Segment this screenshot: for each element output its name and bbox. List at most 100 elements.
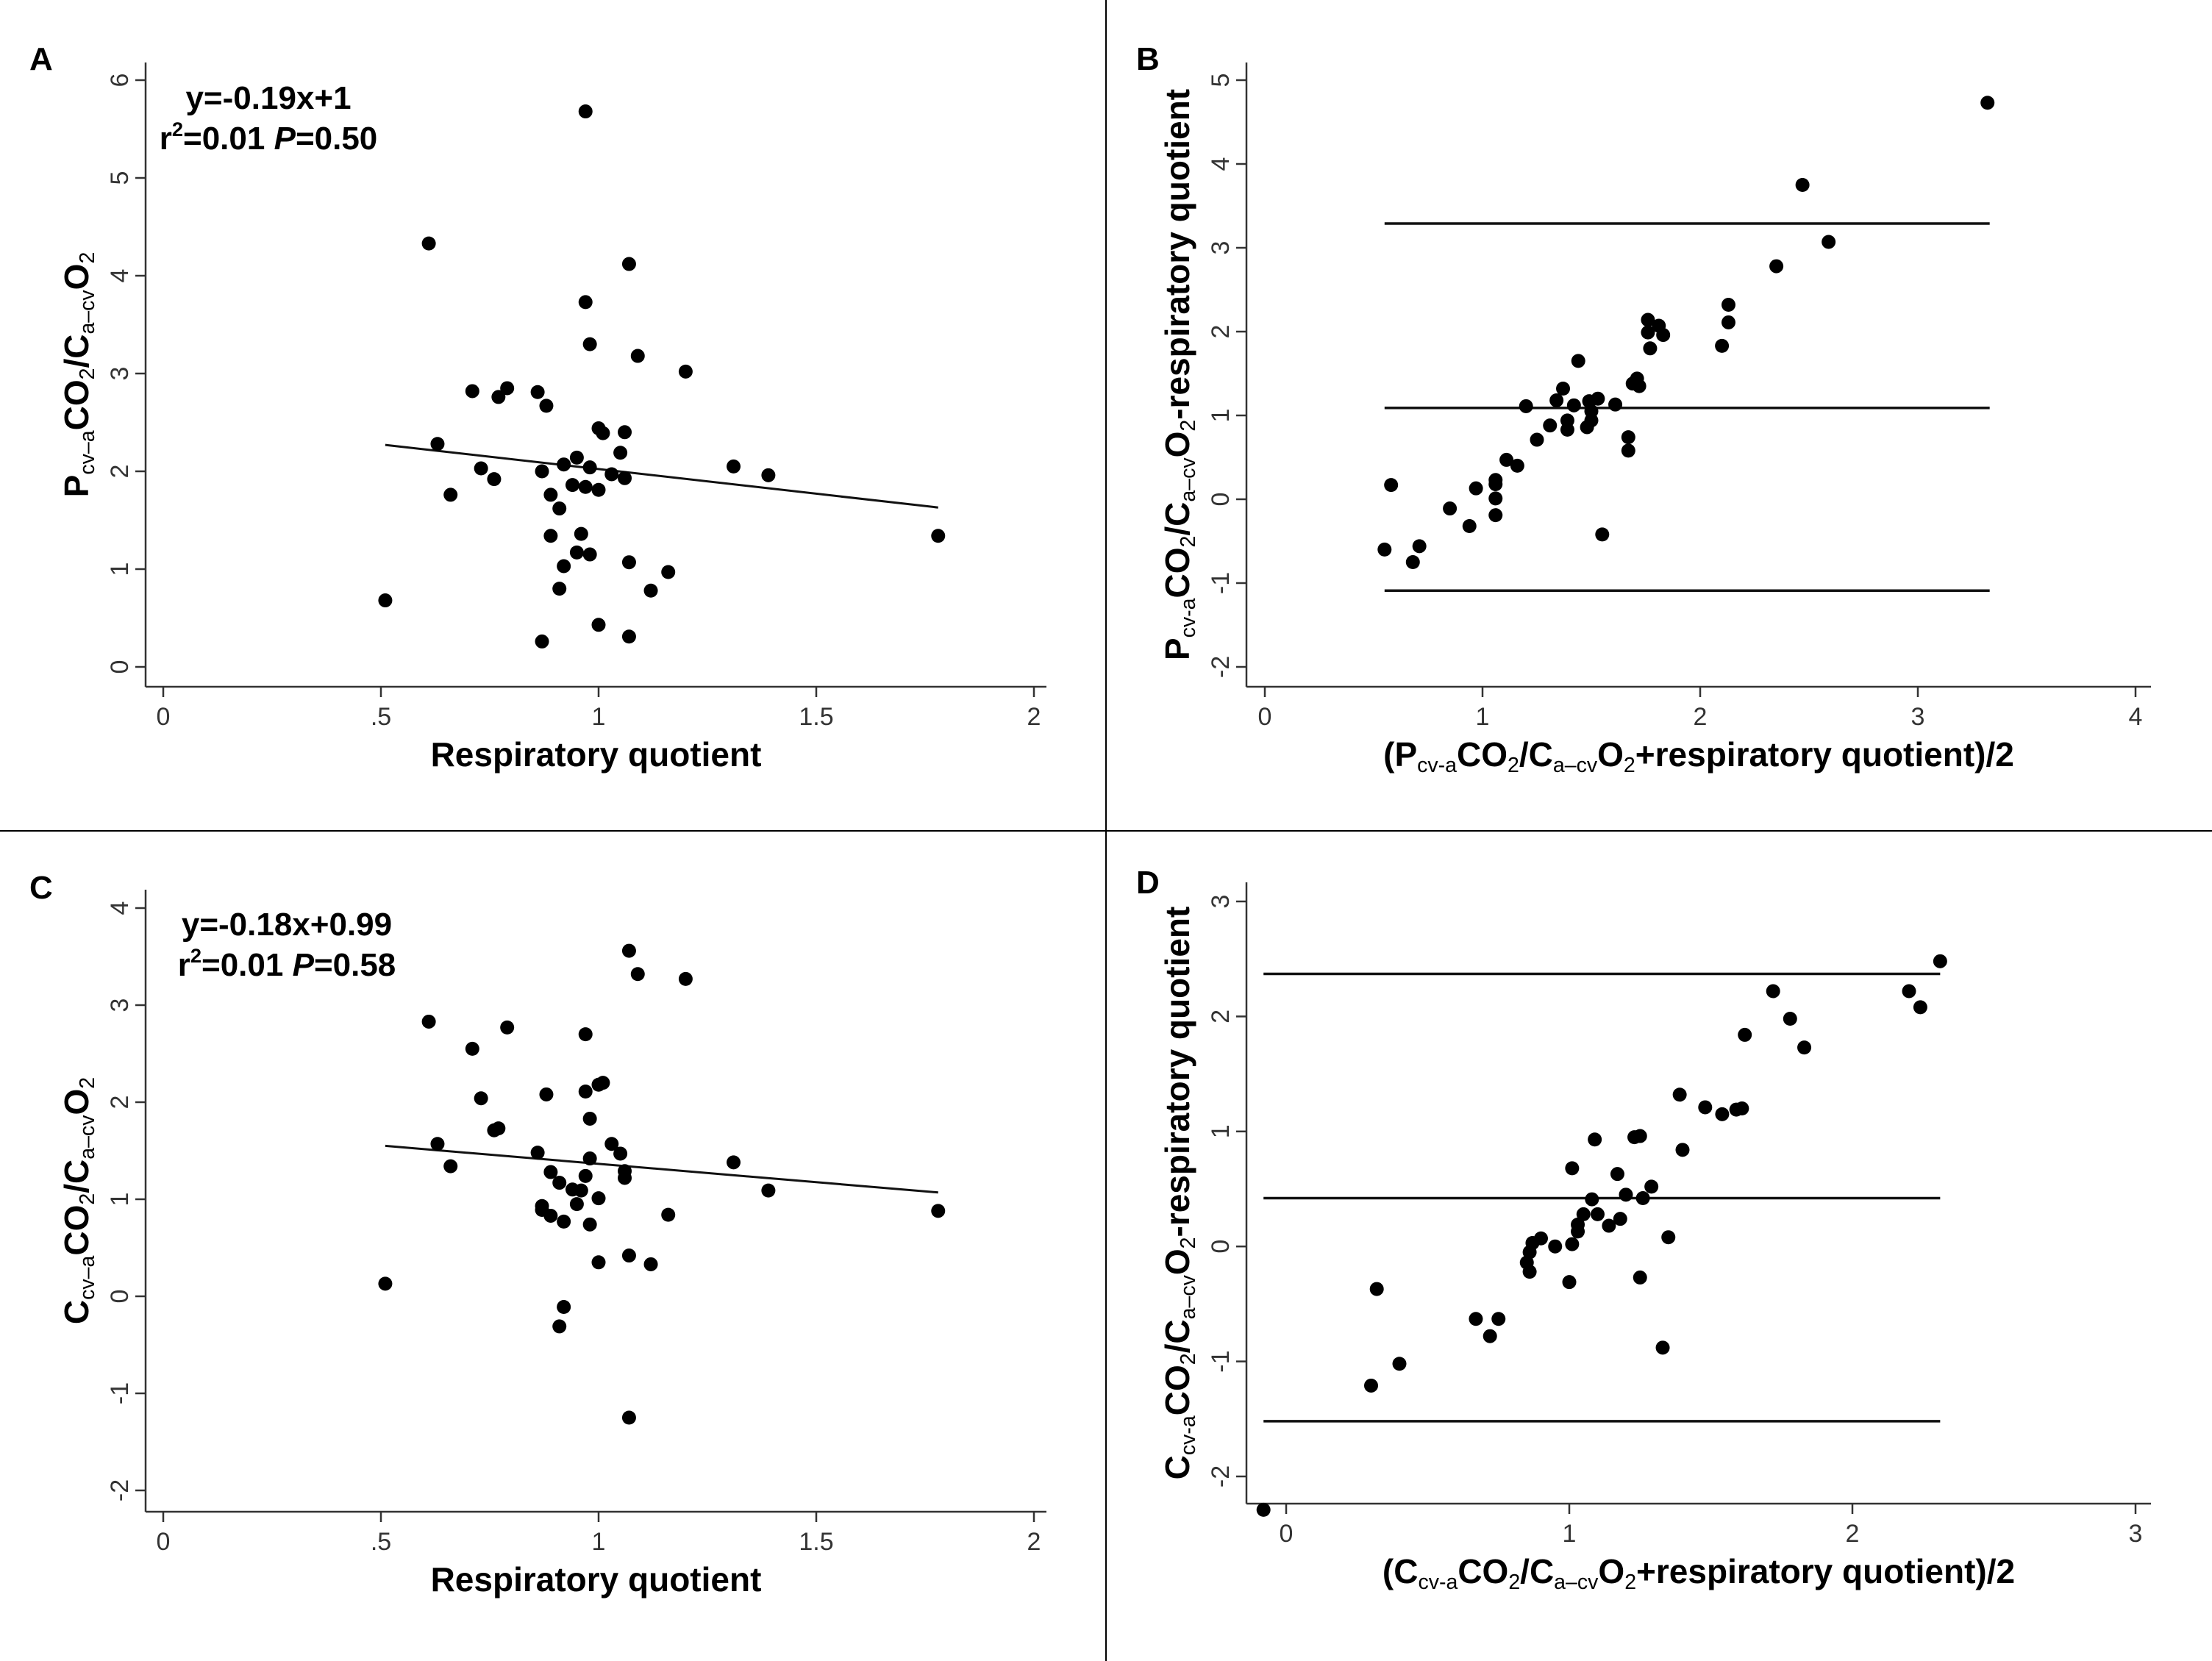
data-point	[727, 459, 741, 474]
y-tick-label: -2	[1207, 1465, 1235, 1487]
panel-label: A	[29, 41, 53, 77]
data-point	[430, 1137, 445, 1151]
subscript: cv–a	[76, 430, 99, 474]
x-tick-label: 1	[592, 703, 606, 731]
subscript: cv–a	[76, 1255, 99, 1299]
data-point	[1522, 1265, 1537, 1279]
data-point	[1576, 1207, 1591, 1221]
x-axis-title: Respiratory quotient	[431, 1560, 762, 1599]
data-point	[582, 1151, 597, 1166]
x-tick-label: 2	[1027, 1528, 1041, 1556]
text-segment: CO	[57, 379, 96, 430]
y-tick-label: 0	[106, 1290, 134, 1304]
data-point	[1469, 1312, 1483, 1326]
data-point	[578, 295, 593, 310]
data-point	[430, 437, 445, 451]
x-tick-label: .5	[371, 1528, 391, 1556]
data-point	[1608, 397, 1623, 412]
data-point	[1580, 420, 1594, 435]
y-tick-label: 2	[1207, 325, 1235, 339]
data-point	[1633, 1270, 1647, 1285]
data-point	[1715, 1107, 1730, 1121]
data-point	[487, 472, 502, 487]
data-point	[1913, 1000, 1927, 1015]
y-tick-label: 5	[106, 171, 134, 185]
data-point	[569, 545, 584, 560]
data-point	[1641, 325, 1655, 340]
subscript: a–cv	[1554, 1571, 1599, 1594]
data-point	[543, 487, 558, 502]
y-tick-label: 5	[1207, 74, 1235, 87]
x-tick-label: 1	[1563, 1520, 1577, 1548]
y-tick-label: 2	[106, 465, 134, 479]
data-point	[582, 337, 597, 351]
data-point	[1483, 1329, 1497, 1343]
data-point	[1585, 1192, 1599, 1207]
subscript: 2	[76, 252, 99, 264]
x-tick-label: .5	[371, 703, 391, 731]
data-point	[530, 1146, 545, 1160]
data-point	[535, 634, 549, 649]
data-point	[1488, 476, 1503, 491]
y-tick-label: 2	[1207, 1010, 1235, 1024]
subscript: a–cv	[1553, 754, 1598, 777]
data-point	[596, 426, 610, 440]
text-segment: P	[1158, 637, 1196, 660]
data-point	[500, 381, 515, 396]
data-point	[474, 461, 488, 476]
data-point	[1698, 1100, 1713, 1115]
data-point	[1619, 1187, 1633, 1202]
subscript: a–cv	[1177, 1274, 1200, 1319]
data-point	[578, 479, 593, 494]
y-axis-title: Pcv-aCO2/Ca–cvO2-respiratory quotient	[1158, 89, 1200, 660]
data-point	[621, 629, 636, 644]
data-point	[1610, 1167, 1624, 1182]
subscript: 2	[1624, 754, 1635, 777]
data-point	[1933, 954, 1947, 968]
y-tick-label: -2	[106, 1479, 134, 1501]
data-point	[621, 555, 636, 570]
text-segment: =0.50	[296, 121, 377, 157]
y-tick-label: 2	[106, 1096, 134, 1110]
y-tick-label: 1	[106, 562, 134, 576]
subscript: 2	[1177, 536, 1200, 548]
data-point	[543, 1165, 558, 1179]
data-point	[1364, 1378, 1378, 1393]
data-point	[1672, 1087, 1687, 1102]
data-point	[1412, 539, 1427, 554]
x-tick-label: 4	[2129, 703, 2143, 731]
data-point	[543, 529, 558, 543]
data-point	[630, 967, 645, 982]
regression-line	[385, 1144, 938, 1194]
text-segment: y=-0.19x+1	[185, 80, 351, 116]
y-tick-label: -1	[106, 1382, 134, 1404]
subscript: 2	[1177, 420, 1200, 432]
data-point	[661, 1207, 676, 1222]
text-segment: Respiratory quotient	[431, 1560, 762, 1599]
data-point	[678, 364, 693, 379]
text-segment: (C	[1382, 1552, 1419, 1590]
subscript: cv-a	[1177, 1415, 1200, 1455]
data-point	[552, 1319, 567, 1334]
data-point	[535, 464, 549, 479]
data-point	[596, 1076, 610, 1090]
data-point	[578, 1084, 593, 1099]
data-point	[1721, 315, 1735, 329]
data-point	[1499, 452, 1514, 467]
data-point	[1661, 1230, 1676, 1245]
data-point	[1405, 555, 1420, 569]
y-tick-label: 0	[106, 660, 134, 674]
text-segment: CO	[1158, 548, 1196, 599]
data-point	[1641, 312, 1655, 327]
x-tick-label: 0	[1258, 703, 1272, 731]
data-point	[578, 1168, 593, 1183]
data-point	[1621, 430, 1635, 445]
text-segment: CO	[1158, 1365, 1196, 1415]
data-point	[1797, 1040, 1812, 1055]
data-point	[1675, 1143, 1690, 1157]
text-segment: =0.58	[314, 947, 396, 983]
data-point	[618, 1171, 632, 1185]
data-point	[727, 1155, 741, 1170]
